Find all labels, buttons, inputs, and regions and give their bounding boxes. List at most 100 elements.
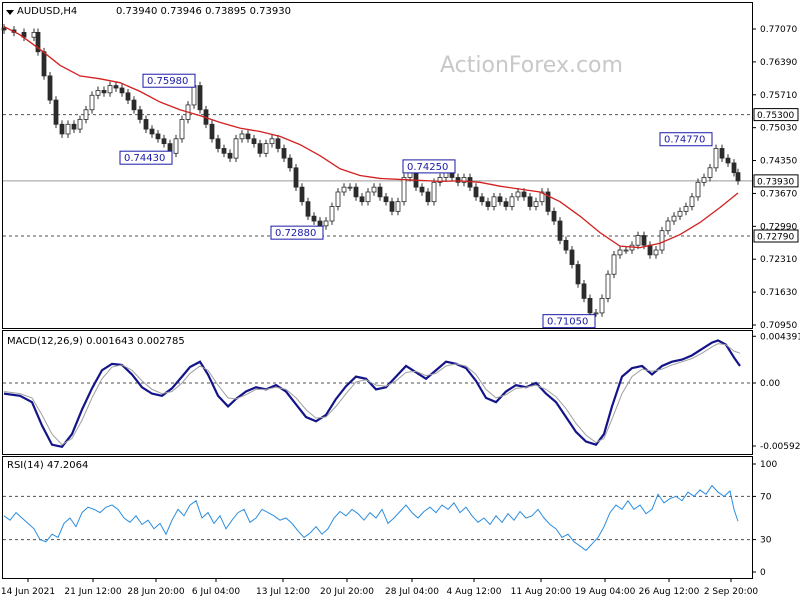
annotation-label: 0.72880 [275, 228, 316, 239]
candle-body [365, 191, 371, 203]
macd-axis-label: 0.004391 [760, 332, 800, 342]
time-axis-label: 4 Aug 12:00 [447, 587, 502, 597]
price-tag-box [753, 108, 799, 122]
candle-body [191, 85, 197, 106]
time-axis-label: 26 Aug 12:00 [639, 587, 700, 597]
candle-body [125, 92, 131, 101]
macd-signal-line [3, 343, 741, 446]
candle-body [31, 31, 37, 38]
candle-body [509, 196, 515, 207]
candle-body [257, 143, 263, 154]
annotation-box [659, 132, 713, 147]
rsi-panel-frame [2, 456, 753, 579]
candle-body [233, 138, 239, 159]
candle-body [677, 210, 683, 217]
candle-body [71, 123, 77, 130]
price-panel-title: AUDUSD,H4 [17, 6, 77, 17]
time-axis-label: 14 Jun 2021 [1, 587, 55, 597]
time-axis-label: 11 Aug 20:00 [511, 587, 572, 597]
candle-body [503, 201, 509, 207]
candle-body [587, 297, 593, 314]
candle-body [557, 220, 563, 241]
price-panel-frame [2, 2, 753, 329]
price-axis-label: 0.72990 [760, 222, 797, 232]
collapse-triangle-icon[interactable] [6, 10, 14, 15]
candle-body [293, 167, 299, 188]
candle-body [155, 133, 161, 140]
price-tag-box [753, 174, 799, 188]
candle-body [341, 186, 347, 193]
candle-body [419, 186, 425, 193]
candle-body [1, 27, 7, 31]
candle-body [665, 220, 671, 232]
candle-body [635, 235, 641, 246]
candle-body [335, 191, 341, 207]
candle-body [95, 90, 101, 96]
candle-body [527, 196, 533, 207]
candle-body [653, 249, 659, 256]
candle-body [521, 191, 527, 198]
candle-body [107, 85, 113, 94]
candle-body [569, 249, 575, 265]
time-axis-label: 13 Jul 12:00 [256, 587, 310, 597]
candle-body [539, 191, 545, 203]
time-axis-label: 19 Aug 04:00 [575, 587, 636, 597]
candle-body [179, 119, 185, 140]
candle-body [437, 177, 443, 183]
candle-body [545, 191, 551, 212]
candle-body [605, 273, 611, 299]
candle-body [695, 181, 701, 198]
candle-body [735, 172, 741, 182]
price-tag-label: 0.73930 [757, 177, 794, 187]
candle-body [689, 196, 695, 207]
candle-body [515, 191, 521, 198]
candle-body [575, 264, 581, 285]
candle-body [221, 148, 227, 154]
annotation-label: 0.74430 [124, 153, 165, 164]
price-axis-label: 0.73670 [760, 189, 797, 199]
annotation-box [542, 314, 596, 329]
candle-body [311, 215, 317, 222]
rsi-panel-title: RSI(14) 47.2064 [7, 460, 88, 471]
rsi-axis-label: 0 [760, 568, 766, 578]
candle-body [41, 51, 47, 77]
macd-axis-label: 0.00 [760, 379, 780, 389]
candle-body [485, 201, 491, 207]
rsi-axis-label: 70 [760, 492, 772, 502]
candle-body [119, 87, 125, 94]
candle-body [611, 254, 617, 275]
rsi-axis-label: 100 [760, 460, 777, 470]
candle-body [425, 191, 431, 203]
candle-body [659, 230, 665, 251]
annotation-label: 0.71050 [547, 317, 588, 328]
time-axis-label: 28 Jul 04:00 [385, 587, 439, 597]
annotation-label: 0.74770 [664, 135, 705, 146]
candle-body [317, 220, 323, 227]
candle-body [173, 138, 179, 154]
annotation-label: 0.74250 [407, 162, 448, 173]
price-tag-box [753, 229, 799, 243]
candle-body [161, 138, 167, 145]
candle-body [113, 85, 119, 89]
candle-body [377, 186, 383, 198]
candle-body [395, 201, 401, 212]
ohlc-readout: 0.73940 0.73946 0.73895 0.73930 [116, 6, 291, 17]
macd-line [3, 339, 741, 449]
candle-body [683, 206, 689, 212]
candle-body [239, 133, 245, 140]
candle-body [641, 235, 647, 246]
candle-body [623, 249, 629, 252]
price-axis-label: 0.76390 [760, 58, 797, 68]
candle-body [305, 201, 311, 217]
candle-body [371, 186, 377, 193]
annotation-box [119, 150, 173, 165]
annotation-label: 0.75980 [147, 76, 188, 87]
candle-body [353, 186, 359, 198]
macd-panel-frame [2, 330, 753, 455]
candle-body [209, 123, 215, 140]
price-axis-label: 0.70950 [760, 321, 797, 331]
candle-body [251, 138, 257, 145]
candle-body [563, 239, 569, 251]
time-axis-label: 2 Sep 20:00 [704, 587, 759, 597]
price-tag-label: 0.72790 [757, 233, 794, 243]
